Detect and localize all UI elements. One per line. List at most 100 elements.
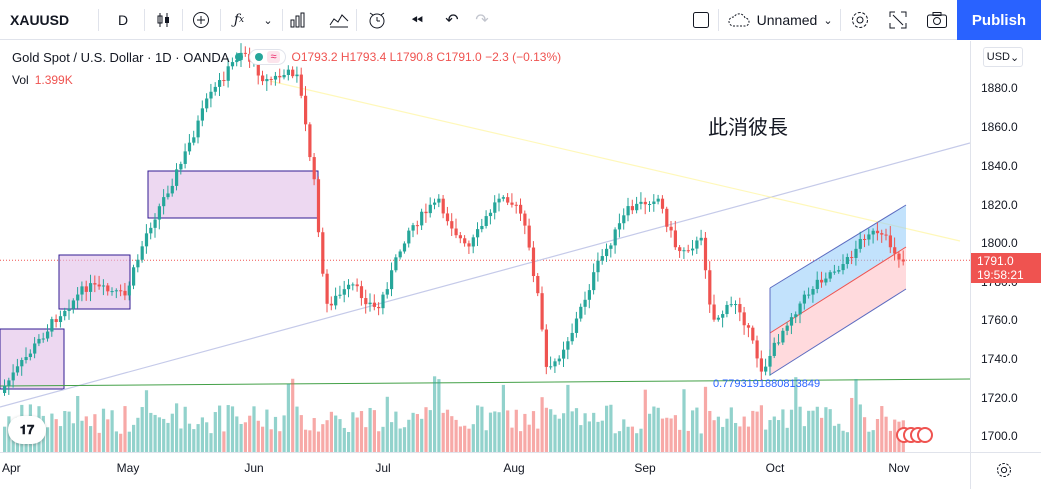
chart-legend: Gold Spot / U.S. Dollar · 1D · OANDA ≈ O… <box>12 49 561 65</box>
gear-icon[interactable] <box>995 461 1013 484</box>
add-indicator-icon[interactable] <box>188 0 214 40</box>
candle-body <box>411 225 415 231</box>
templates-icon[interactable] <box>326 0 352 40</box>
candle-body <box>28 353 32 358</box>
volume-bar <box>256 420 260 452</box>
candle-body <box>235 60 239 63</box>
interval-button[interactable]: D <box>117 12 129 28</box>
fullscreen-icon[interactable] <box>886 0 910 40</box>
compare-toggle[interactable]: ≈ <box>249 49 286 65</box>
candle-body <box>566 341 570 350</box>
cloud-icon[interactable] <box>726 0 752 40</box>
candle-body <box>738 304 742 313</box>
candles-icon[interactable] <box>150 0 178 40</box>
volume-bar <box>574 408 579 452</box>
candle-body <box>656 198 660 202</box>
volume-bar <box>824 407 828 452</box>
candle-body <box>463 238 467 244</box>
volume-bar <box>648 413 652 452</box>
volume-bar <box>454 419 458 452</box>
volume-bar <box>759 405 763 452</box>
volume-bar <box>553 414 557 452</box>
camera-icon[interactable] <box>924 0 950 40</box>
candle-body <box>734 304 738 306</box>
undo-icon[interactable]: ↶ <box>445 12 459 29</box>
settings-icon[interactable] <box>848 0 872 40</box>
candle-body <box>820 279 824 283</box>
publish-button[interactable]: Publish <box>957 0 1041 40</box>
bar-style-icon[interactable] <box>286 0 310 40</box>
candle-body <box>58 316 63 323</box>
volume-bar <box>531 411 536 452</box>
volume-bar <box>407 419 411 452</box>
volume-bar <box>888 430 892 452</box>
chevron-down-icon[interactable]: ⌄ <box>823 14 833 27</box>
chart-settings-corner[interactable] <box>970 452 1041 489</box>
candle-body <box>682 250 686 252</box>
volume-bar <box>635 433 639 452</box>
candle-body <box>613 229 617 246</box>
layout-icon[interactable] <box>690 0 712 40</box>
candle-body <box>149 227 153 234</box>
volume-bar <box>377 431 381 452</box>
candle-body <box>480 225 484 230</box>
candle-body <box>127 285 131 296</box>
replay-icon[interactable]: ⏪︎ <box>410 11 423 29</box>
candle-body <box>880 233 884 235</box>
candle-body <box>183 151 187 164</box>
volume-legend[interactable]: Vol 1.399K <box>12 73 73 87</box>
price-axis[interactable]: USD⌄ 1880.01860.01840.01820.01800.01780.… <box>970 41 1041 452</box>
volume-bar <box>222 431 226 452</box>
alert-icon[interactable] <box>364 0 390 40</box>
volume-bar <box>781 409 785 452</box>
candle-body <box>514 204 518 206</box>
tradingview-logo[interactable]: 𝟏𝟕 <box>8 416 46 444</box>
candle-body <box>476 229 480 238</box>
candle-body <box>901 259 905 262</box>
volume-bar <box>58 426 63 452</box>
volume-bar <box>725 418 729 452</box>
volume-bar <box>162 418 166 452</box>
volume-bar <box>175 403 179 452</box>
volume-bar <box>119 433 123 452</box>
candle-body <box>93 283 97 285</box>
candle-body <box>269 79 273 81</box>
volume-bar <box>613 433 617 452</box>
event-flag-icon[interactable] <box>917 427 933 443</box>
candle-body <box>402 243 407 252</box>
volume-bar <box>209 433 213 452</box>
volume-bar <box>132 424 136 452</box>
candle-body <box>549 366 553 368</box>
candle-body <box>7 380 11 386</box>
volume-bar <box>316 431 321 452</box>
candle-body <box>175 169 179 186</box>
symbol-search[interactable]: XAUUSD <box>10 12 70 28</box>
volume-bar <box>312 418 316 452</box>
candle-body <box>15 366 20 373</box>
candle-body <box>884 234 888 236</box>
volume-bar <box>605 405 609 452</box>
candle-body <box>794 314 798 318</box>
volume-bar <box>845 432 849 452</box>
chevron-down-icon[interactable]: ⌄ <box>263 14 273 27</box>
currency-selector[interactable]: USD ⌄ <box>983 47 1023 67</box>
chart-pane[interactable]: Gold Spot / U.S. Dollar · 1D · OANDA ≈ O… <box>0 41 970 452</box>
time-axis[interactable]: Apr May Jun Jul Aug Sep Oct Nov <box>0 452 970 489</box>
candle-body <box>871 230 875 235</box>
candle-body <box>291 69 295 77</box>
volume-bar <box>3 426 7 452</box>
symbol-description[interactable]: Gold Spot / U.S. Dollar · 1D · OANDA <box>12 49 230 65</box>
candle-body <box>802 294 806 304</box>
candle-body <box>338 294 342 296</box>
text-annotation[interactable]: 此消彼長 <box>708 115 788 139</box>
volume-bar <box>286 383 290 452</box>
layout-name[interactable]: Unnamed <box>756 12 818 28</box>
candle-body <box>415 225 419 227</box>
candle-body <box>364 298 368 305</box>
volume-bar <box>755 411 759 452</box>
volume-bar <box>893 419 897 452</box>
candle-body <box>11 372 15 381</box>
candle-body <box>583 299 587 307</box>
candle-body <box>888 235 892 248</box>
